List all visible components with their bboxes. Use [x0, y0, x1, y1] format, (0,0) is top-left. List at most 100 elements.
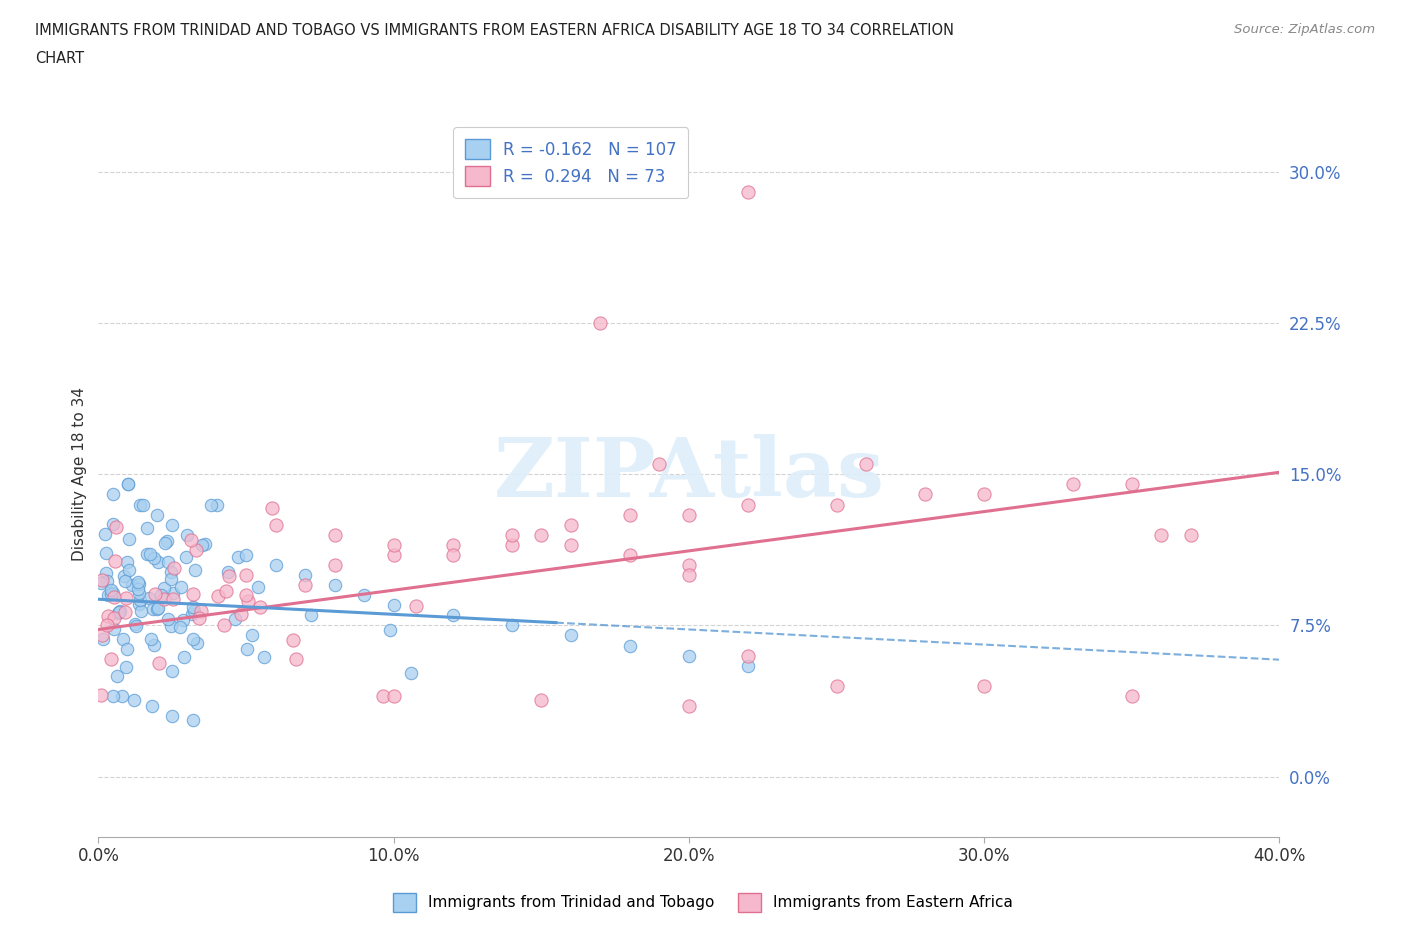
- Point: [283, 632, 305, 647]
- Point: [264, 517, 287, 532]
- Point: [94, 546, 117, 561]
- Point: [139, 631, 162, 646]
- Point: [678, 648, 700, 663]
- Point: [323, 578, 346, 592]
- Point: [129, 604, 152, 618]
- Point: [560, 517, 582, 532]
- Legend: Immigrants from Trinidad and Tobago, Immigrants from Eastern Africa: Immigrants from Trinidad and Tobago, Imm…: [387, 887, 1019, 918]
- Point: [136, 521, 159, 536]
- Point: [371, 688, 394, 703]
- Point: [162, 709, 183, 724]
- Point: [143, 550, 166, 565]
- Point: [181, 631, 204, 646]
- Point: [135, 546, 157, 561]
- Text: ZIPAtlas: ZIPAtlas: [494, 434, 884, 514]
- Point: [152, 591, 174, 606]
- Point: [247, 579, 270, 594]
- Point: [115, 659, 138, 674]
- Point: [253, 650, 276, 665]
- Point: [678, 507, 700, 522]
- Point: [678, 567, 700, 582]
- Point: [530, 693, 553, 708]
- Point: [115, 642, 138, 657]
- Point: [170, 580, 193, 595]
- Point: [825, 498, 848, 512]
- Point: [1121, 688, 1143, 703]
- Point: [186, 636, 208, 651]
- Point: [501, 538, 523, 552]
- Point: [156, 534, 179, 549]
- Point: [141, 602, 163, 617]
- Point: [294, 567, 316, 582]
- Point: [103, 621, 125, 636]
- Point: [94, 566, 117, 581]
- Point: [127, 581, 149, 596]
- Point: [97, 588, 120, 603]
- Point: [176, 550, 198, 565]
- Point: [184, 543, 207, 558]
- Point: [441, 608, 464, 623]
- Point: [96, 618, 118, 632]
- Point: [163, 561, 186, 576]
- Point: [501, 618, 523, 633]
- Point: [96, 574, 118, 589]
- Point: [678, 698, 700, 713]
- Point: [648, 457, 671, 472]
- Point: [152, 580, 174, 595]
- Point: [441, 548, 464, 563]
- Point: [162, 585, 184, 600]
- Point: [100, 652, 122, 667]
- Point: [148, 601, 170, 616]
- Point: [205, 498, 228, 512]
- Point: [157, 554, 180, 569]
- Point: [118, 532, 141, 547]
- Point: [284, 652, 307, 667]
- Point: [215, 584, 238, 599]
- Point: [181, 587, 204, 602]
- Legend: R = -0.162   N = 107, R =  0.294   N = 73: R = -0.162 N = 107, R = 0.294 N = 73: [453, 127, 689, 198]
- Point: [1150, 527, 1173, 542]
- Point: [183, 604, 205, 618]
- Point: [132, 498, 155, 512]
- Point: [188, 611, 211, 626]
- Point: [128, 577, 150, 591]
- Point: [737, 185, 759, 200]
- Point: [619, 638, 641, 653]
- Point: [1062, 477, 1084, 492]
- Point: [129, 592, 152, 607]
- Point: [619, 548, 641, 563]
- Point: [103, 590, 125, 604]
- Point: [169, 619, 191, 634]
- Point: [157, 612, 180, 627]
- Point: [143, 638, 166, 653]
- Point: [117, 477, 139, 492]
- Point: [236, 594, 259, 609]
- Point: [260, 500, 283, 515]
- Point: [105, 519, 128, 534]
- Point: [122, 693, 145, 708]
- Point: [825, 679, 848, 694]
- Point: [914, 487, 936, 502]
- Point: [399, 665, 422, 680]
- Text: CHART: CHART: [35, 51, 84, 66]
- Point: [145, 602, 167, 617]
- Point: [117, 477, 139, 492]
- Point: [100, 587, 122, 602]
- Point: [146, 554, 169, 569]
- Point: [146, 507, 169, 522]
- Point: [855, 457, 877, 472]
- Point: [114, 604, 136, 619]
- Point: [382, 548, 405, 563]
- Point: [112, 568, 135, 583]
- Point: [212, 618, 235, 632]
- Point: [560, 628, 582, 643]
- Point: [181, 606, 204, 621]
- Point: [160, 663, 183, 678]
- Point: [172, 612, 194, 627]
- Text: IMMIGRANTS FROM TRINIDAD AND TOBAGO VS IMMIGRANTS FROM EASTERN AFRICA DISABILITY: IMMIGRANTS FROM TRINIDAD AND TOBAGO VS I…: [35, 23, 955, 38]
- Point: [1121, 477, 1143, 492]
- Point: [218, 568, 240, 583]
- Point: [173, 650, 195, 665]
- Point: [148, 656, 170, 671]
- Point: [118, 563, 141, 578]
